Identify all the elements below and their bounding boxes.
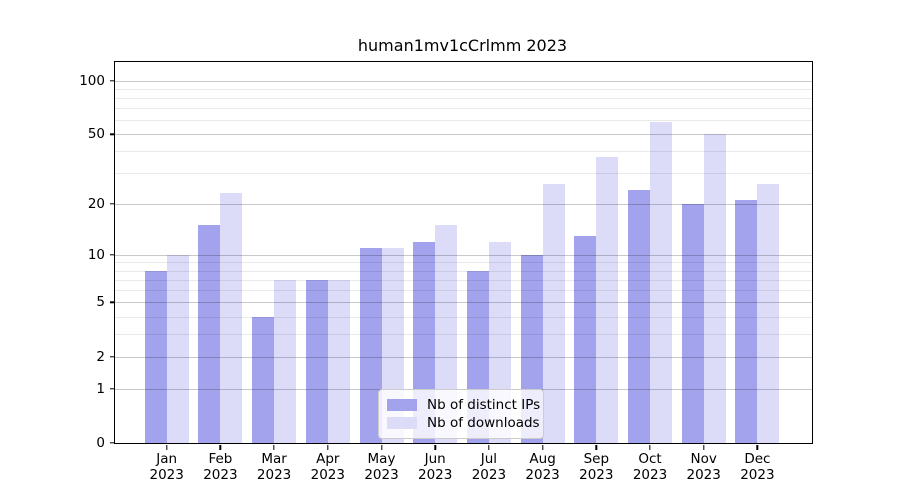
plot-area: 0 1 2 5 10 20 50 100 Jan 2023 Feb 2023 Mar 2023 Ap… [79, 61, 813, 483]
bar-distinct-ips-apr [305, 279, 328, 443]
bar-downloads-sep [596, 157, 619, 443]
x-tick-mark [649, 444, 651, 450]
chart-title: human1mv1cCrlmm 2023 [357, 36, 568, 55]
bar-distinct-ips-may [359, 247, 382, 443]
bar-distinct-ips-mar [252, 316, 275, 443]
x-tick-mark [219, 444, 222, 450]
x-tick-label-aug: Aug 2023 [525, 451, 560, 483]
x-tick-label-may: May 2023 [364, 451, 399, 483]
y-tick-mark [110, 387, 115, 390]
x-tick-mark [327, 444, 329, 450]
x-tick-mark [165, 444, 168, 450]
x-tick-label-dec: Dec 2023 [740, 451, 775, 483]
x-tick-label-sep: Sep 2023 [579, 451, 614, 483]
bar-downloads-nov [703, 134, 726, 443]
x-tick-mark [595, 444, 597, 450]
bar-distinct-ips-nov [681, 203, 704, 443]
legend: Nb of distinct IPs Nb of downloads [378, 389, 544, 439]
y-tick-mark [110, 203, 115, 205]
y-tick-mark [110, 79, 115, 82]
legend-row: Nb of downloads [387, 414, 540, 432]
y-tick-mark [110, 133, 115, 135]
bar-distinct-ips-jan [144, 270, 167, 443]
bar-downloads-oct [650, 121, 672, 443]
y-tick-label-50: 50 [87, 126, 105, 143]
y-tick-label-1: 1 [96, 380, 105, 397]
bar-downloads-jan [166, 254, 189, 443]
x-tick-mark [702, 444, 705, 450]
x-tick-mark [756, 444, 759, 450]
y-tick-mark [110, 301, 115, 303]
x-tick-label-jan: Jan 2023 [149, 451, 184, 483]
bar-downloads-jun [435, 225, 458, 443]
x-tick-label-jul: Jul 2023 [471, 451, 507, 483]
x-tick-label-mar: Mar 2023 [256, 451, 292, 483]
bar-distinct-ips-oct [628, 190, 650, 443]
bar-downloads-feb [220, 193, 243, 443]
x-tick-label-feb: Feb 2023 [203, 451, 238, 483]
y-tick-label-10: 10 [87, 246, 105, 263]
bar-downloads-apr [327, 279, 350, 443]
bar-distinct-ips-dec [735, 200, 758, 443]
legend-swatch-distinct-ips [387, 399, 417, 411]
legend-swatch-downloads [387, 417, 417, 429]
x-tick-mark [273, 444, 275, 450]
bar-distinct-ips-feb [198, 225, 221, 443]
y-tick-label-20: 20 [87, 195, 105, 212]
x-tick-mark [380, 444, 383, 450]
x-tick-mark [434, 444, 436, 450]
y-tick-mark [110, 253, 115, 256]
x-tick-mark [488, 444, 490, 450]
y-tick-label-0: 0 [96, 435, 105, 451]
bar-distinct-ips-sep [574, 235, 597, 443]
y-tick-mark [110, 355, 115, 358]
y-tick-label-2: 2 [96, 348, 105, 365]
bar-downloads-dec [757, 184, 780, 443]
x-tick-label-jun: Jun 2023 [418, 451, 453, 483]
legend-label-distinct-ips: Nb of distinct IPs [427, 397, 541, 413]
y-tick-mark [110, 442, 115, 444]
x-tick-mark [541, 444, 544, 450]
bar-downloads-mar [274, 279, 297, 443]
x-tick-label-oct: Oct 2023 [632, 451, 668, 483]
y-tick-label-100: 100 [79, 72, 105, 89]
legend-row: Nb of distinct IPs [387, 396, 540, 414]
y-tick-label-5: 5 [96, 294, 105, 311]
legend-label-downloads: Nb of downloads [427, 415, 540, 431]
bar-downloads-aug [542, 184, 565, 443]
x-tick-label-nov: Nov 2023 [686, 451, 721, 483]
bars-layer [115, 62, 812, 443]
x-tick-label-apr: Apr 2023 [310, 451, 345, 483]
